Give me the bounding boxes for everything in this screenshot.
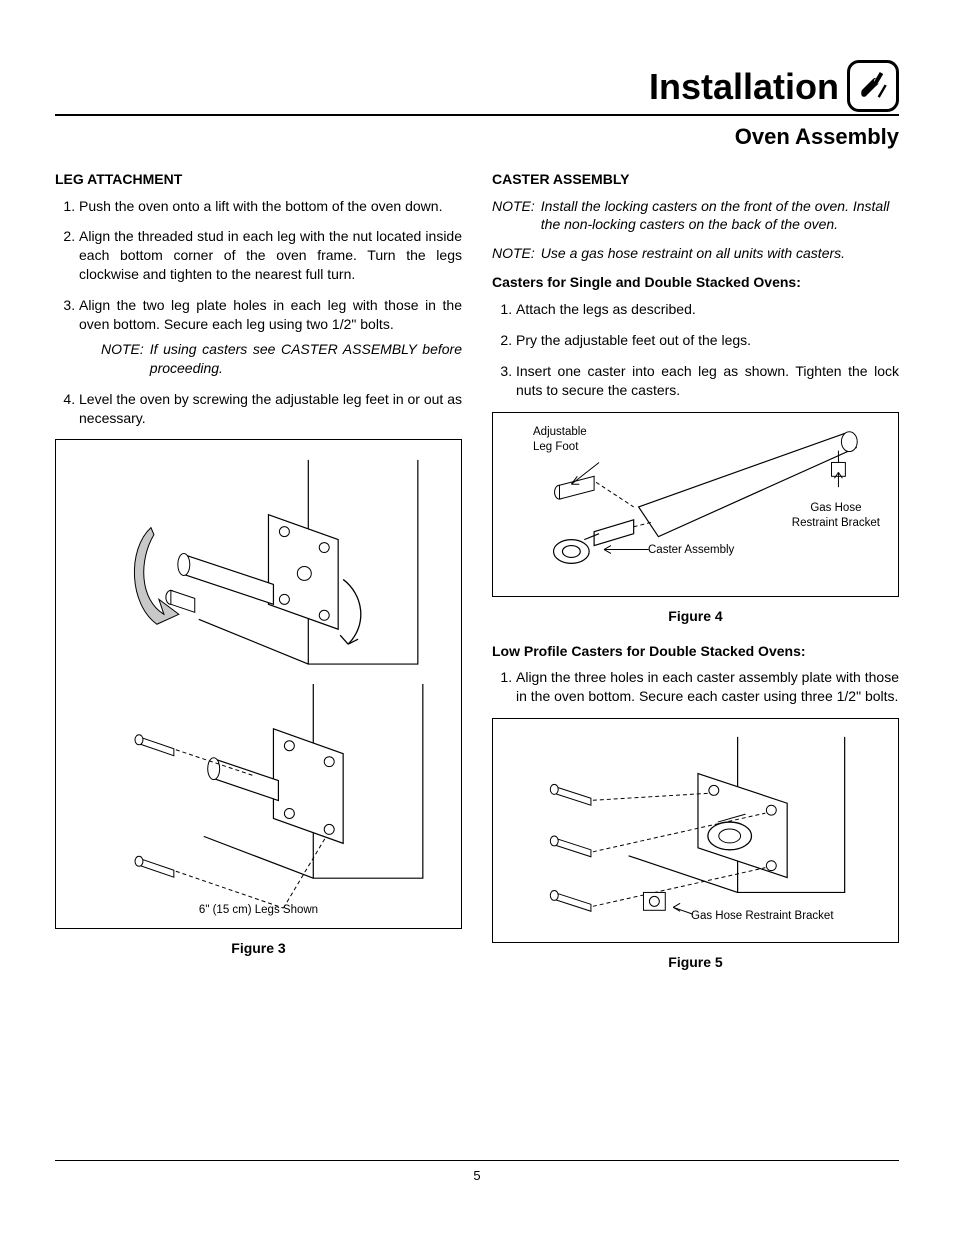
figure-3-caption: Figure 3 [55, 939, 462, 958]
figure-4-label-leg: Adjustable Leg Foot [533, 425, 587, 456]
note-label: NOTE: [492, 197, 535, 235]
figure-4-label-bracket: Gas Hose Restraint Bracket [792, 501, 880, 532]
leg-attachment-list: Push the oven onto a lift with the botto… [55, 197, 462, 428]
note-2: NOTE: Use a gas hose restraint on all un… [492, 244, 899, 263]
page-header: Installation [55, 60, 899, 116]
page-footer: 5 [55, 1160, 899, 1185]
low-profile-list: Align the three holes in each caster ass… [492, 668, 899, 706]
figure-4-caption: Figure 4 [492, 607, 899, 626]
page-number: 5 [473, 1168, 480, 1183]
casters-single-double-heading: Casters for Single and Double Stacked Ov… [492, 273, 899, 292]
right-column: CASTER ASSEMBLY NOTE: Install the lockin… [492, 170, 899, 988]
list-item: Insert one caster into each leg as shown… [516, 362, 899, 400]
page: Installation Oven Assembly LEG ATTACHMEN… [0, 0, 954, 1235]
step-text: Align the two leg plate holes in each le… [79, 297, 462, 332]
list-item: Align the threaded stud in each leg with… [79, 227, 462, 284]
tools-icon [847, 60, 899, 112]
page-title: Installation [649, 63, 839, 112]
figure-3-inner-label: 6" (15 cm) Legs Shown [56, 903, 461, 919]
note-body: Install the locking casters on the front… [541, 197, 899, 235]
note-1: NOTE: Install the locking casters on the… [492, 197, 899, 235]
note-label: NOTE: [101, 340, 144, 378]
list-item: Pry the adjustable feet out of the legs. [516, 331, 899, 350]
list-item: Level the oven by screwing the adjustabl… [79, 390, 462, 428]
list-item: Push the oven onto a lift with the botto… [79, 197, 462, 216]
note-body: Use a gas hose restraint on all units wi… [541, 244, 899, 263]
list-item: Align the two leg plate holes in each le… [79, 296, 462, 378]
left-column: LEG ATTACHMENT Push the oven onto a lift… [55, 170, 462, 988]
low-profile-heading: Low Profile Casters for Double Stacked O… [492, 642, 899, 661]
list-item: Attach the legs as described. [516, 300, 899, 319]
caster-assembly-heading: CASTER ASSEMBLY [492, 170, 899, 189]
figure-5-box: Gas Hose Restraint Bracket [492, 718, 899, 943]
figure-4-label-caster: Caster Assembly [648, 543, 734, 559]
note-label: NOTE: [492, 244, 535, 263]
page-subtitle: Oven Assembly [55, 122, 899, 152]
caster-note: NOTE: If using casters see CASTER ASSEMB… [101, 340, 462, 378]
figure-4-box: Adjustable Leg Foot Caster Assembly Gas … [492, 412, 899, 597]
casters-sd-list: Attach the legs as described. Pry the ad… [492, 300, 899, 400]
content-columns: LEG ATTACHMENT Push the oven onto a lift… [55, 170, 899, 988]
figure-5-caption: Figure 5 [492, 953, 899, 972]
leg-attachment-heading: LEG ATTACHMENT [55, 170, 462, 189]
figure-3-box: 6" (15 cm) Legs Shown [55, 439, 462, 929]
list-item: Align the three holes in each caster ass… [516, 668, 899, 706]
note-body: If using casters see CASTER ASSEMBLY bef… [150, 340, 462, 378]
figure-5-label-bracket: Gas Hose Restraint Bracket [691, 909, 834, 925]
